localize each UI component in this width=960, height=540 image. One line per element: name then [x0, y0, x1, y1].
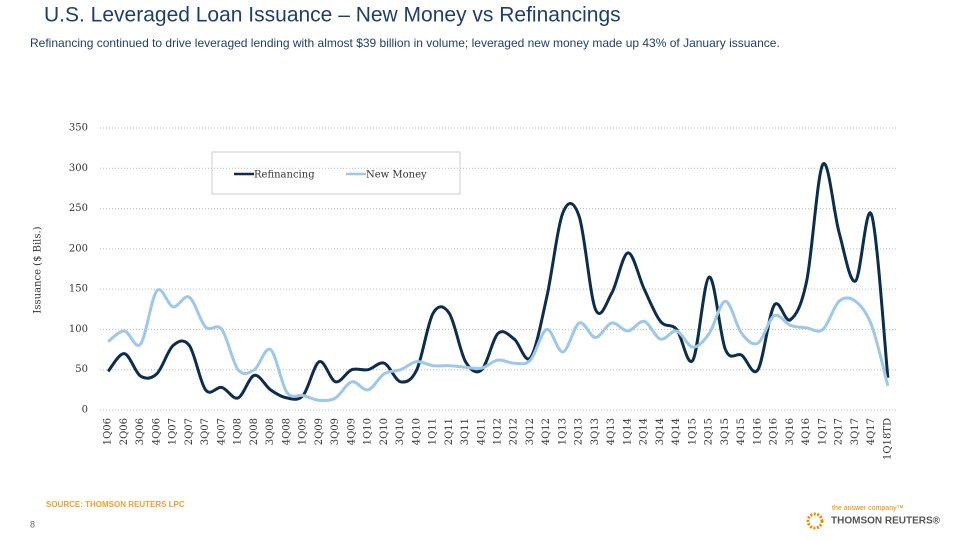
- x-tick-label: 4Q16: [801, 418, 812, 445]
- page-number: 8: [30, 519, 35, 529]
- x-tick-label: 2Q14: [639, 418, 650, 445]
- y-tick-label: 200: [69, 243, 88, 254]
- x-tick-label: 1Q18TD: [882, 418, 893, 460]
- y-tick-label: 100: [69, 324, 88, 335]
- x-tick-label: 1Q16: [752, 418, 763, 445]
- source: SOURCE: THOMSON REUTERS LPC: [46, 500, 185, 509]
- y-tick-label: 0: [82, 405, 88, 416]
- x-tick-label: 4Q09: [346, 418, 357, 445]
- x-tick-label: 1Q09: [298, 418, 309, 445]
- x-tick-label: 3Q12: [525, 418, 536, 445]
- x-tick-label: 4Q11: [476, 418, 487, 445]
- x-tick-label: 3Q06: [135, 418, 146, 445]
- chart-title: U.S. Leveraged Loan Issuance – New Money…: [44, 4, 621, 27]
- x-tick-label: 3Q14: [655, 418, 666, 445]
- x-tick-label: 4Q07: [216, 418, 227, 445]
- chart-subtitle: Refinancing continued to drive leveraged…: [30, 36, 780, 50]
- x-tick-label: 3Q17: [850, 418, 861, 445]
- x-tick-label: 3Q15: [720, 418, 731, 445]
- x-tick-label: 1Q06: [103, 418, 114, 445]
- x-tick-label: 4Q13: [606, 418, 617, 445]
- x-tick-label: 4Q17: [866, 418, 877, 445]
- x-tick-label: 2Q15: [704, 418, 715, 445]
- x-tick-label: 1Q07: [168, 418, 179, 445]
- series-line: [107, 288, 890, 403]
- x-tick-label: 4Q06: [151, 418, 162, 445]
- brand-logo: [806, 512, 824, 530]
- x-tick-label: 2Q13: [574, 418, 585, 445]
- x-tick-label: 1Q17: [817, 418, 828, 445]
- x-tick-label: 2Q11: [444, 418, 455, 445]
- legend-label: New Money: [366, 170, 427, 181]
- x-tick-label: 1Q13: [557, 418, 568, 445]
- x-tick-label: 3Q07: [200, 418, 211, 445]
- x-tick-label: 4Q14: [671, 418, 682, 445]
- brand-tagline: the answer company™: [832, 505, 904, 512]
- x-tick-label: 3Q16: [785, 418, 796, 445]
- x-tick-label: 2Q06: [119, 418, 130, 445]
- x-tick-label: 2Q17: [834, 418, 845, 445]
- y-tick-label: 300: [69, 163, 88, 174]
- x-tick-label: 4Q15: [736, 418, 747, 445]
- x-tick-label: 1Q08: [233, 418, 244, 445]
- y-tick-label: 50: [75, 364, 88, 375]
- x-tick-label: 1Q15: [687, 418, 698, 445]
- x-tick-label: 1Q14: [622, 418, 633, 445]
- y-tick-label: 150: [69, 284, 88, 295]
- x-tick-label: 4Q10: [411, 418, 422, 445]
- x-tick-label: 2Q08: [249, 418, 260, 445]
- brand: THOMSON REUTERS®: [831, 516, 941, 527]
- x-tick-label: 4Q12: [541, 418, 552, 445]
- x-tick-label: 2Q16: [769, 418, 780, 445]
- x-tick-label: 2Q12: [509, 418, 520, 445]
- x-tick-label: 2Q10: [379, 418, 390, 445]
- legend-label: Refinancing: [254, 170, 315, 181]
- x-tick-label: 1Q10: [363, 418, 374, 445]
- x-tick-label: 3Q13: [590, 418, 601, 445]
- y-tick-label: 350: [69, 123, 88, 134]
- x-tick-label: 2Q07: [184, 418, 195, 445]
- y-axis-label: Issuance ($ Bils.): [33, 226, 44, 313]
- y-tick-label: 250: [69, 203, 88, 214]
- x-tick-label: 3Q10: [395, 418, 406, 445]
- x-tick-label: 1Q12: [493, 418, 504, 445]
- x-tick-label: 3Q09: [330, 418, 341, 445]
- x-tick-label: 4Q08: [281, 418, 292, 445]
- x-tick-label: 3Q08: [265, 418, 276, 445]
- x-tick-label: 2Q09: [314, 418, 325, 445]
- x-tick-label: 1Q11: [428, 418, 439, 445]
- series-line: [106, 162, 890, 401]
- x-tick-label: 3Q11: [460, 418, 471, 445]
